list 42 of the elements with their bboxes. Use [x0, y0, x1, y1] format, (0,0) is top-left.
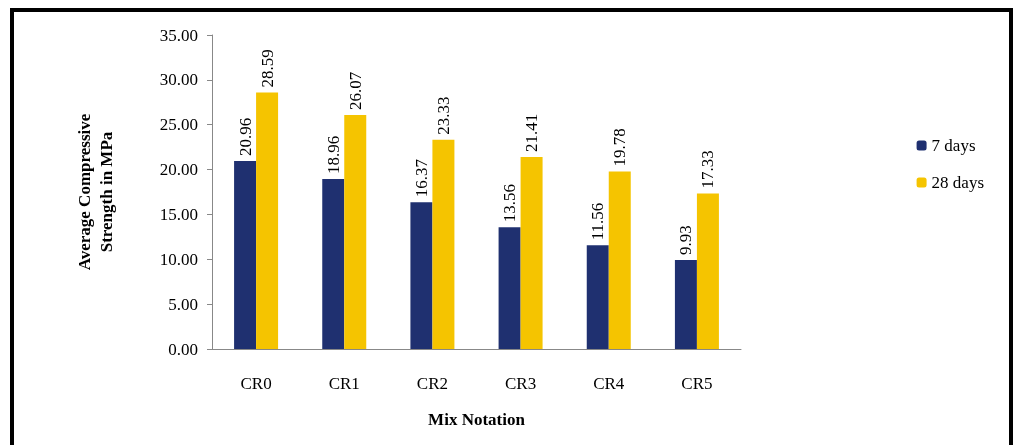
bar — [696, 193, 719, 349]
y-tick-label: 20.00 — [159, 160, 198, 180]
data-label: 28.59 — [257, 49, 277, 88]
y-tick-label: 35.00 — [159, 25, 198, 45]
data-label: 20.96 — [235, 117, 255, 156]
data-label: 9.93 — [676, 225, 696, 255]
data-label: 11.56 — [588, 202, 608, 241]
y-tick-label: 10.00 — [159, 249, 198, 269]
bar — [256, 92, 279, 349]
data-label: 13.56 — [500, 184, 520, 223]
bar — [520, 156, 543, 349]
data-label: 23.33 — [433, 96, 453, 135]
y-tick-label: 25.00 — [159, 115, 198, 135]
legend-label: 28 days — [931, 173, 985, 192]
bar — [322, 178, 345, 349]
bar — [432, 139, 455, 349]
legend-label: 7 days — [931, 136, 976, 155]
x-tick-label: CR2 — [416, 374, 449, 393]
y-tick-label: 0.00 — [168, 339, 198, 359]
data-label: 26.07 — [345, 71, 365, 111]
bar — [674, 259, 697, 349]
data-label: 17.33 — [698, 150, 718, 189]
bar — [608, 171, 631, 349]
bar — [498, 227, 521, 349]
bar — [344, 115, 367, 349]
x-tick-label: CR1 — [328, 374, 360, 393]
data-label: 21.41 — [522, 113, 542, 152]
data-label: 16.37 — [411, 158, 431, 198]
x-tick-label: CR5 — [681, 374, 713, 393]
y-tick-label: 15.00 — [159, 204, 198, 224]
y-axis-title: Average Compressive Strength in MPa — [74, 113, 116, 271]
y-tick-label: 30.00 — [159, 70, 198, 90]
bar — [586, 245, 609, 349]
x-tick-label: CR0 — [240, 374, 272, 393]
bar — [234, 160, 257, 349]
x-tick-label: CR4 — [593, 374, 625, 393]
bar — [410, 202, 433, 349]
data-label: 18.96 — [323, 135, 343, 174]
x-tick-label: CR3 — [504, 374, 537, 393]
data-label: 19.78 — [610, 128, 630, 167]
y-tick-label: 5.00 — [168, 294, 198, 314]
x-axis-title: Mix Notation — [428, 410, 526, 429]
